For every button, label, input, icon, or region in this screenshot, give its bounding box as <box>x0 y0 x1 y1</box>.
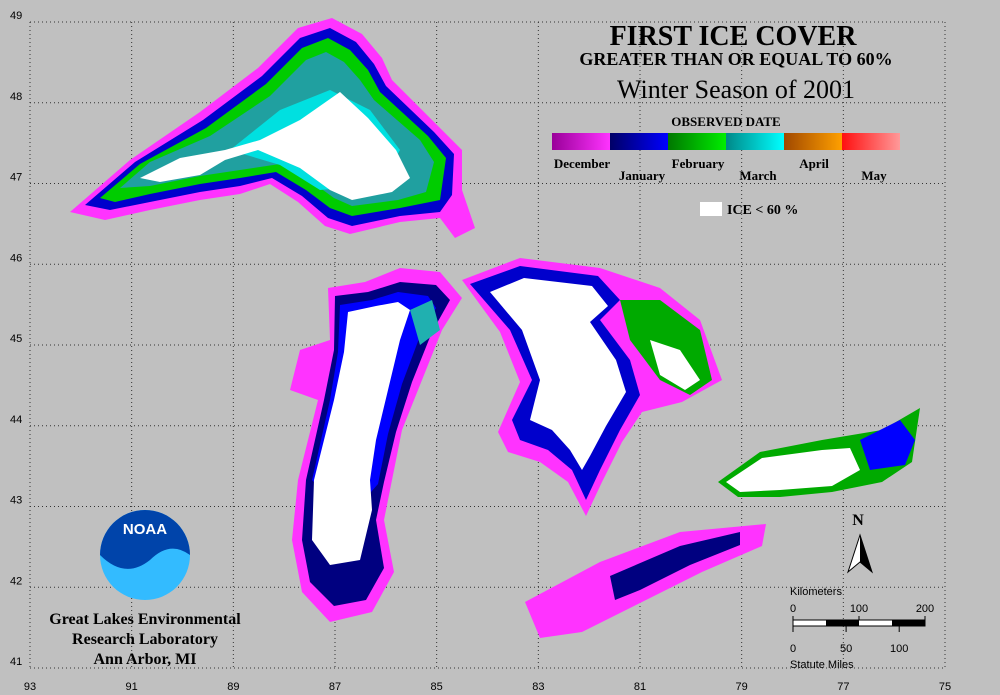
lon-label: 79 <box>736 681 748 693</box>
lake-superior <box>70 18 475 238</box>
mile-label: 100 <box>890 643 908 655</box>
logo-text: NOAA <box>123 521 167 538</box>
legend-title: OBSERVED DATE <box>671 114 780 129</box>
legend-swatch <box>842 133 900 150</box>
lon-label: 77 <box>837 681 849 693</box>
lon-label: 89 <box>227 681 239 693</box>
legend-label: January <box>619 168 666 183</box>
legend-label: April <box>799 156 829 171</box>
credit-line: Ann Arbor, MI <box>94 651 197 668</box>
credit-line: Great Lakes Environmental <box>49 611 241 628</box>
noaa-logo: NOAA <box>100 510 190 600</box>
lat-label: 44 <box>10 414 22 426</box>
legend-label: February <box>672 156 725 171</box>
km-label: 100 <box>850 603 868 615</box>
km-title: Kilometers <box>790 586 842 598</box>
mile-label: 0 <box>790 643 796 655</box>
legend-swatch <box>610 133 668 150</box>
lat-label: 41 <box>10 656 22 668</box>
lake-huron <box>462 258 722 516</box>
km-label: 200 <box>916 603 934 615</box>
north-arrow-shade <box>860 535 872 572</box>
legend-label: March <box>739 168 777 183</box>
scale-bar-segment <box>892 620 925 626</box>
season: Winter Season of 2001 <box>617 75 855 104</box>
no-ice-label: ICE < 60 % <box>727 203 798 218</box>
lat-label: 48 <box>10 91 22 103</box>
lat-label: 47 <box>10 172 22 184</box>
lat-label: 49 <box>10 10 22 22</box>
lat-label: 45 <box>10 333 22 345</box>
scale-bar-segment <box>826 620 859 626</box>
title: FIRST ICE COVER <box>610 21 858 52</box>
lon-label: 81 <box>634 681 646 693</box>
lake-erie <box>525 524 766 638</box>
credit-line: Research Laboratory <box>72 631 218 648</box>
mile-label: 50 <box>840 643 852 655</box>
legend-swatch <box>552 133 610 150</box>
legend-label: December <box>554 156 611 171</box>
no-ice-swatch <box>700 202 722 216</box>
km-label: 0 <box>790 603 796 615</box>
lat-label: 42 <box>10 575 22 587</box>
legend-label: May <box>861 168 887 183</box>
subtitle: GREATER THAN OR EQUAL TO 60% <box>579 49 892 69</box>
legend-swatch <box>726 133 784 150</box>
lon-label: 75 <box>939 681 951 693</box>
lat-label: 46 <box>10 252 22 264</box>
lon-label: 83 <box>532 681 544 693</box>
legend: December January February March April May <box>552 133 900 183</box>
lat-label: 43 <box>10 495 22 507</box>
lon-label: 93 <box>24 681 36 693</box>
legend-swatch <box>784 133 842 150</box>
lon-label: 85 <box>431 681 443 693</box>
lon-label: 87 <box>329 681 341 693</box>
scale-bar: 0 100 200 0 50 100 <box>790 603 934 655</box>
lake-michigan <box>290 268 462 622</box>
miles-title: Statute Miles <box>790 659 854 671</box>
lake-ontario <box>718 408 920 497</box>
grid: 49 48 47 46 45 44 43 42 41 93 91 89 87 85 83 81 79 77 75 <box>10 10 951 693</box>
lon-label: 91 <box>126 681 138 693</box>
north-label: N <box>852 512 864 529</box>
legend-swatch <box>668 133 726 150</box>
